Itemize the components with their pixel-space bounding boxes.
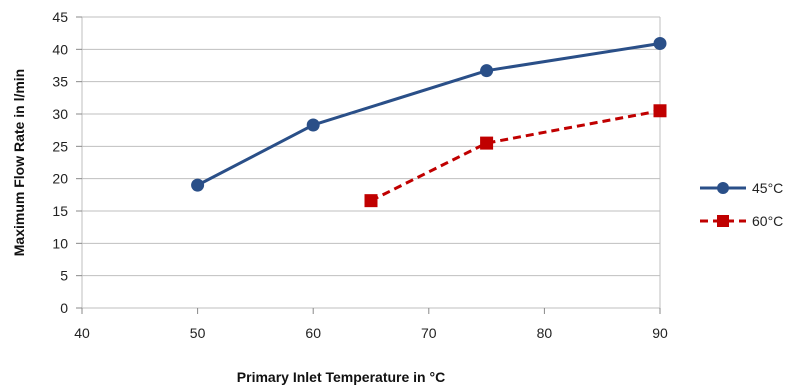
y-axis-title: Maximum Flow Rate in l/min xyxy=(11,69,27,256)
series-layer xyxy=(191,37,667,208)
series-1 xyxy=(191,37,667,192)
x-tick-label: 40 xyxy=(74,325,90,341)
data-point xyxy=(653,37,667,51)
x-tick-label: 90 xyxy=(652,325,668,341)
y-tick-label: 25 xyxy=(52,138,68,154)
data-point xyxy=(364,194,378,208)
y-tick-label: 10 xyxy=(52,235,68,251)
series-line xyxy=(370,109,661,202)
legend-marker xyxy=(717,182,729,194)
data-point xyxy=(306,118,320,132)
data-point xyxy=(480,64,494,78)
data-point xyxy=(653,104,667,118)
axes: 0 5 10 15 20 25 30 35 40 45 40 50 60 70 80 90 xyxy=(52,9,668,341)
legend: 45°C 60°C xyxy=(700,180,783,229)
y-tick-label: 0 xyxy=(60,300,68,316)
x-axis-title: Primary Inlet Temperature in °C xyxy=(237,369,445,385)
data-point xyxy=(191,178,205,192)
x-tick-label: 80 xyxy=(537,325,553,341)
legend-item: 45°C xyxy=(700,180,783,196)
y-tick-label: 30 xyxy=(52,106,68,122)
data-point xyxy=(480,136,494,150)
series-2 xyxy=(364,104,667,208)
legend-marker xyxy=(717,215,729,227)
legend-label: 60°C xyxy=(752,213,783,229)
x-tick-label: 60 xyxy=(305,325,321,341)
y-tick-label: 20 xyxy=(52,171,68,187)
y-tick-label: 45 xyxy=(52,9,68,25)
y-tick-label: 40 xyxy=(52,41,68,57)
grid xyxy=(81,16,661,309)
y-tick-label: 35 xyxy=(52,74,68,90)
y-tick-label: 5 xyxy=(60,268,68,284)
x-tick-label: 70 xyxy=(421,325,437,341)
legend-label: 45°C xyxy=(752,180,783,196)
series-line xyxy=(196,42,661,187)
x-tick-label: 50 xyxy=(190,325,206,341)
legend-item: 60°C xyxy=(700,213,783,229)
y-tick-label: 15 xyxy=(52,203,68,219)
